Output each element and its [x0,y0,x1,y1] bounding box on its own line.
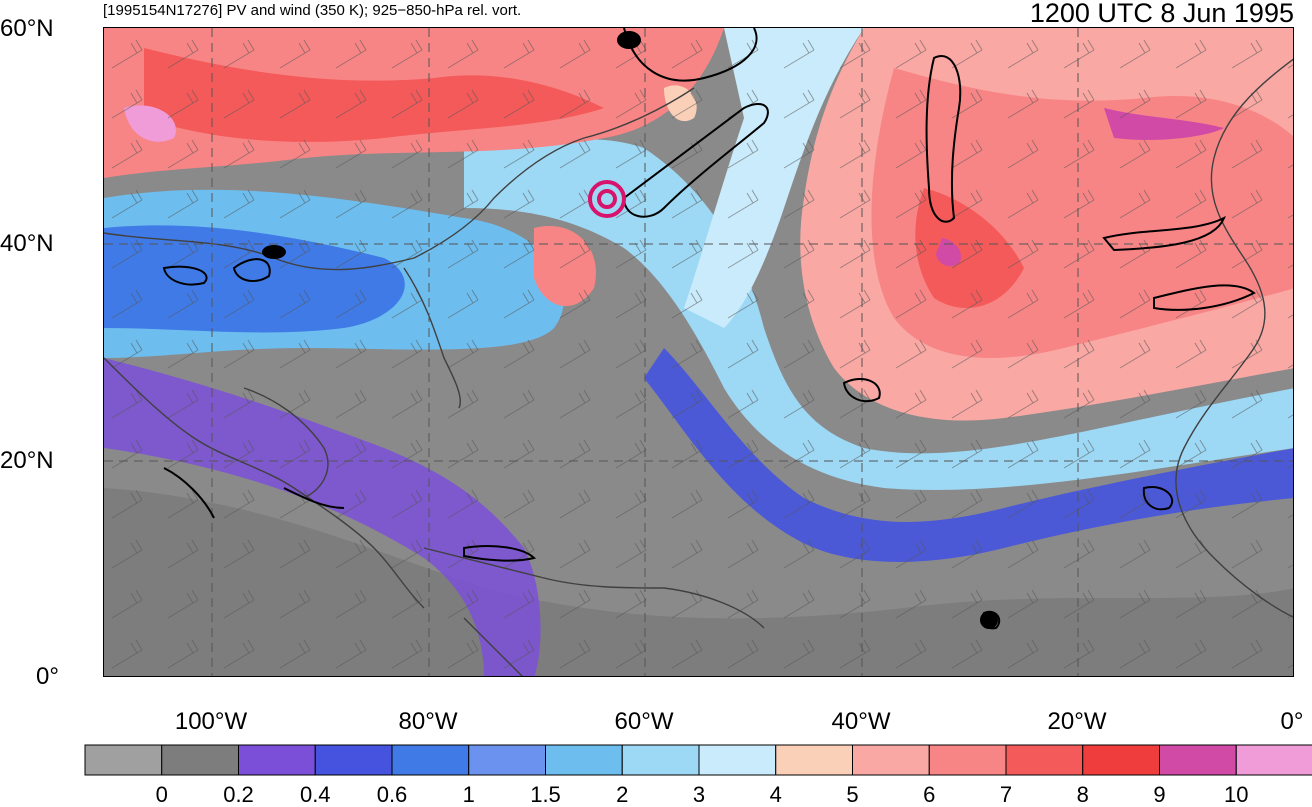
colorbar-tick-label: 4 [769,782,782,807]
colorbar-swatch [161,744,239,776]
lat-label-40n: 40°N [0,230,54,257]
colorbar-swatch [1082,744,1160,776]
coastlines [104,58,1293,676]
lon-label-0: 0° [1280,708,1304,735]
graticule [104,28,1293,676]
valid-time: 1200 UTC 8 Jun 1995 [1029,0,1294,28]
vorticity-maxima [262,31,998,629]
wind-barbs [104,28,1293,676]
colorbar-tick-label: 8 [1076,782,1089,807]
colorbar-tick-label: 0.2 [223,782,254,807]
colorbar-swatch [1159,744,1237,776]
colorbar-tick-label: 9 [1153,782,1166,807]
colorbar-swatch [928,744,1007,776]
colorbar-swatch [468,744,546,776]
colorbar-tick-label: 0.6 [376,782,408,807]
colorbar-swatch [391,744,470,776]
lat-label-20n: 20°N [0,447,54,474]
colorbar-tick-label: 5 [846,782,859,807]
colorbar-swatch [545,744,623,776]
storm-center-marker [588,180,626,218]
lat-label-0: 0° [36,663,59,690]
colorbar-swatch [775,744,853,776]
lon-label-20w: 20°W [1047,708,1107,735]
colorbar-tick-label: 2 [616,782,629,807]
pv-map-canvas [104,28,1293,676]
colorbar-swatch [238,744,316,776]
vorticity-contours [162,28,1256,630]
colorbar-tick-label: 6 [923,782,936,807]
pv-map [103,27,1294,677]
map-title: [1995154N17276] PV and wind (350 K); 925… [103,2,522,19]
lon-label-80w: 80°W [398,708,458,735]
colorbar-tick-label: 7 [999,782,1013,807]
colorbar-tick-label: 1 [462,782,475,807]
colorbar-swatch [84,744,163,776]
colorbar-tick-label: 1.5 [530,782,561,807]
colorbar-swatch [698,744,777,776]
colorbar-swatch [621,744,700,776]
colorbar-swatch [852,744,930,776]
lon-label-60w: 60°W [614,708,674,735]
colorbar-tick-label: 3 [692,782,706,807]
pv-colorbar [84,744,1312,776]
colorbar-tick-label: 10 [1224,782,1249,807]
lat-label-60n: 60°N [0,15,54,42]
colorbar-swatch [1005,744,1084,776]
colorbar-swatch [314,744,393,776]
colorbar-tick-label: 0.4 [299,782,331,807]
colorbar-tick-label: 0 [155,782,168,807]
lon-label-40w: 40°W [831,708,891,735]
lon-label-100w: 100°W [174,708,248,735]
colorbar-swatch [1235,744,1312,776]
